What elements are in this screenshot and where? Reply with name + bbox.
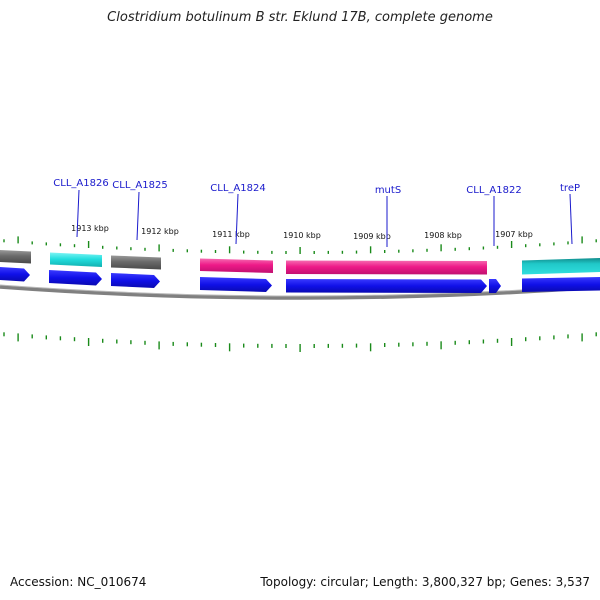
- cds-arrow-2: [49, 270, 102, 286]
- genome-summary-text: Topology: circular; Length: 3,800,327 bp…: [260, 575, 590, 589]
- scale-label: 1907 kbp: [495, 230, 533, 239]
- feature-magenta-a: [200, 258, 273, 273]
- gene-leader-line: [136, 191, 140, 241]
- gene-label-cll-a1826: CLL_A1826: [53, 178, 108, 189]
- tick-row-upper: [3, 236, 597, 254]
- scale-label: 1909 kbp: [353, 232, 391, 241]
- gene-label-muts: mutS: [375, 185, 401, 196]
- gene-label-cll-a1824: CLL_A1824: [210, 183, 265, 194]
- gene-label-cll-a1825: CLL_A1825: [112, 180, 167, 191]
- feature-teal: [522, 258, 600, 275]
- gene-leader-line: [235, 193, 239, 245]
- scale-label: 1912 kbp: [141, 227, 179, 236]
- cds-arrow-1: [0, 267, 30, 282]
- scale-label: 1911 kbp: [212, 230, 250, 239]
- scale-label: 1908 kbp: [424, 231, 462, 240]
- feature-gray: [111, 255, 161, 270]
- scale-label: 1913 kbp: [71, 224, 109, 233]
- feature-cyan: [50, 252, 102, 267]
- gene-leader-line: [569, 193, 573, 245]
- cds-arrow-7: [522, 277, 600, 292]
- gene-label-cll-a1822: CLL_A1822: [466, 185, 521, 196]
- cds-arrow-6: [489, 279, 501, 293]
- cds-arrow-4: [200, 277, 272, 292]
- gene-label-trep: treP: [560, 183, 580, 194]
- scale-label: 1910 kbp: [283, 231, 321, 240]
- genome-backbone: [0, 285, 600, 300]
- cds-arrow-3: [111, 273, 160, 288]
- feature-magenta-b: [286, 260, 487, 275]
- genome-title: Clostridium botulinum B str. Eklund 17B,…: [107, 10, 493, 25]
- accession-text: Accession: NC_010674: [10, 575, 147, 589]
- feature-gray-left: [0, 250, 31, 264]
- gene-leader-line: [76, 189, 80, 238]
- tick-row-lower: [3, 332, 597, 352]
- cds-arrow-5: [286, 279, 487, 293]
